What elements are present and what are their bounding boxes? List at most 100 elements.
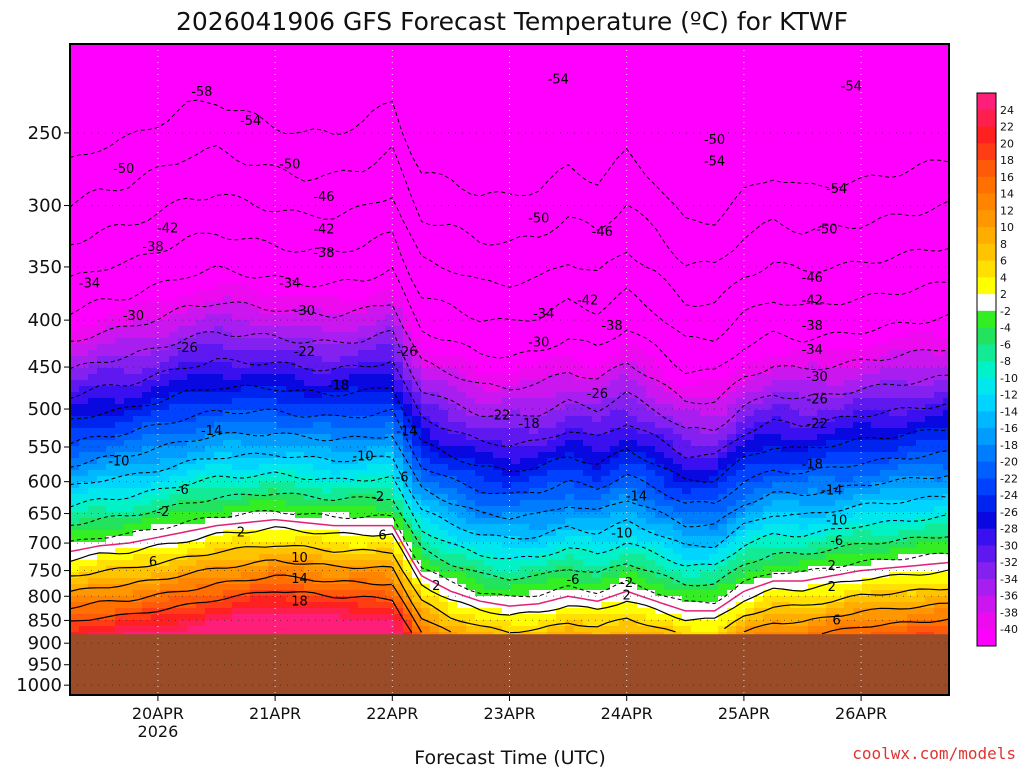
temp-cell [187,332,197,339]
temp-cell [430,218,440,225]
temp-cell [331,128,341,135]
temp-cell [205,176,215,183]
temp-cell [70,146,80,153]
temp-cell [97,434,107,441]
temp-cell [178,344,188,351]
temp-cell [115,602,125,609]
temp-cell [367,56,377,63]
temp-cell [358,50,368,57]
temp-cell [241,260,251,267]
temp-cell [88,314,98,321]
temp-cell [142,308,152,315]
temp-cell [304,140,314,147]
temp-cell [412,242,422,249]
temp-cell [169,188,179,195]
temp-cell [286,332,296,339]
temp-cell [232,428,242,435]
temp-cell [295,506,305,513]
temp-cell [304,596,314,603]
temp-cell [322,266,332,273]
temp-cell [439,74,449,81]
temp-cell [142,146,152,153]
temp-cell [457,404,467,411]
temp-cell [106,104,116,111]
temp-cell [259,188,269,195]
temp-cell [250,224,260,231]
temp-cell [151,338,161,345]
temp-cell [439,332,449,339]
temp-cell [169,548,179,555]
temp-cell [250,236,260,243]
temp-cell [403,326,413,333]
temp-cell [205,458,215,465]
temp-cell [241,602,251,609]
temp-cell [205,398,215,405]
temp-cell [259,506,269,513]
temp-cell [403,230,413,237]
temp-cell [295,98,305,105]
temp-cell [394,512,404,519]
temp-cell [286,194,296,201]
temp-cell [241,236,251,243]
temp-cell [133,110,143,117]
temp-cell [124,560,134,567]
temp-cell [169,248,179,255]
temp-cell [457,428,467,435]
temp-cell [232,122,242,129]
temp-cell [88,398,98,405]
temp-cell [160,242,170,249]
temp-cell [403,626,413,633]
temp-cell [349,566,359,573]
temp-cell [466,284,476,291]
temp-cell [178,116,188,123]
temp-cell [367,626,377,633]
temp-cell [214,224,224,231]
temp-cell [88,452,98,459]
temp-cell [97,92,107,99]
temp-cell [196,488,206,495]
temp-cell [133,50,143,57]
temp-cell [169,278,179,285]
temp-cell [187,440,197,447]
temp-cell [304,224,314,231]
temp-cell [340,308,350,315]
temp-cell [70,278,80,285]
temp-cell [133,296,143,303]
temp-cell [115,68,125,75]
temp-cell [385,458,395,465]
temp-cell [439,350,449,357]
temp-cell [466,140,476,147]
temp-cell [475,566,485,573]
temp-cell [466,506,476,513]
temp-cell [358,602,368,609]
temp-cell [340,56,350,63]
temp-cell [178,62,188,69]
temp-cell [466,470,476,477]
temp-cell [151,146,161,153]
temp-cell [169,146,179,153]
temp-cell [178,74,188,81]
temp-cell [187,176,197,183]
temp-cell [403,134,413,141]
temp-cell [322,326,332,333]
temp-cell [430,44,440,51]
temp-cell [340,134,350,141]
temp-cell [277,284,287,291]
temp-cell [439,200,449,207]
temp-cell [250,254,260,261]
temp-cell [259,260,269,267]
temp-cell [430,626,440,633]
temp-cell [250,548,260,555]
temp-cell [376,572,386,579]
temp-cell [205,248,215,255]
temp-cell [205,452,215,459]
temp-cell [97,626,107,633]
temp-cell [205,572,215,579]
temp-cell [151,434,161,441]
temp-cell [214,452,224,459]
temp-cell [115,158,125,165]
temp-cell [187,164,197,171]
temp-cell [376,326,386,333]
temp-cell [151,218,161,225]
temp-cell [448,326,458,333]
